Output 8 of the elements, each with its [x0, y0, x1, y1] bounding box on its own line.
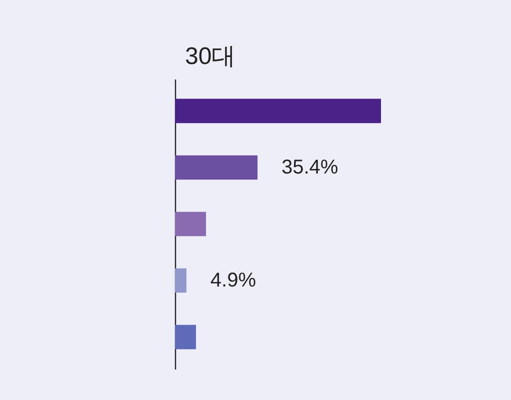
bar: [175, 212, 206, 236]
bar: [175, 268, 186, 293]
data-label: 4.9%: [210, 270, 256, 292]
bar: [175, 98, 381, 124]
chart-title: 30대: [185, 43, 236, 70]
bar: [175, 155, 258, 180]
bar: [175, 324, 196, 350]
data-label: 35.4%: [281, 156, 338, 178]
